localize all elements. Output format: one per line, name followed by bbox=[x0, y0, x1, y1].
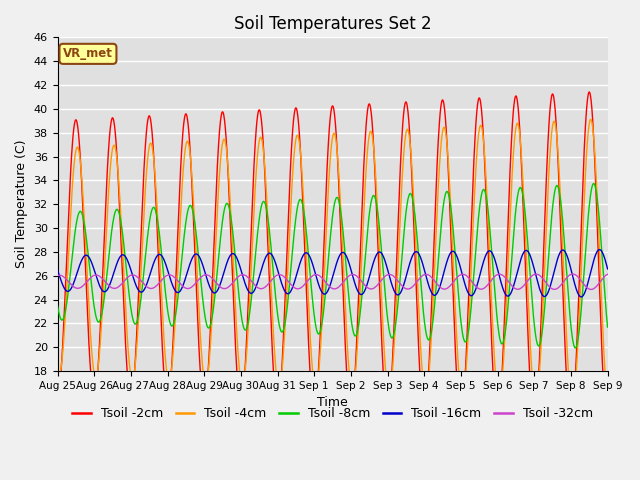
Tsoil -8cm bbox=[538, 329, 546, 335]
Tsoil -32cm bbox=[604, 272, 611, 277]
Title: Soil Temperatures Set 2: Soil Temperatures Set 2 bbox=[234, 15, 431, 33]
Tsoil -2cm bbox=[604, 422, 611, 428]
Tsoil -32cm bbox=[176, 280, 184, 286]
Line: Tsoil -8cm: Tsoil -8cm bbox=[58, 183, 607, 348]
Tsoil -32cm bbox=[490, 275, 497, 280]
Tsoil -32cm bbox=[569, 271, 577, 277]
Tsoil -16cm bbox=[604, 266, 611, 272]
Y-axis label: Soil Temperature (C): Soil Temperature (C) bbox=[15, 140, 28, 268]
Tsoil -2cm bbox=[54, 392, 61, 398]
Tsoil -4cm bbox=[538, 320, 546, 326]
Tsoil -8cm bbox=[490, 275, 497, 280]
Tsoil -8cm bbox=[237, 313, 245, 319]
Tsoil -4cm bbox=[163, 367, 170, 372]
Tsoil -4cm bbox=[176, 225, 184, 230]
Tsoil -2cm bbox=[176, 181, 184, 187]
Tsoil -8cm bbox=[163, 299, 170, 304]
Tsoil -2cm bbox=[237, 401, 245, 407]
Tsoil -2cm bbox=[586, 89, 593, 95]
Tsoil -32cm bbox=[237, 272, 245, 278]
Tsoil -32cm bbox=[538, 275, 546, 281]
Tsoil -16cm bbox=[163, 264, 170, 269]
Tsoil -8cm bbox=[572, 345, 579, 351]
Tsoil -4cm bbox=[54, 368, 61, 374]
Tsoil -4cm bbox=[604, 397, 611, 403]
Tsoil -16cm bbox=[176, 288, 184, 294]
Tsoil -16cm bbox=[577, 294, 585, 300]
Tsoil -16cm bbox=[538, 292, 546, 298]
Tsoil -4cm bbox=[568, 400, 576, 406]
Line: Tsoil -16cm: Tsoil -16cm bbox=[58, 250, 607, 297]
Tsoil -2cm bbox=[490, 381, 497, 387]
Text: VR_met: VR_met bbox=[63, 48, 113, 60]
Tsoil -4cm bbox=[490, 342, 497, 348]
Tsoil -8cm bbox=[176, 276, 184, 282]
Tsoil -16cm bbox=[54, 267, 61, 273]
Line: Tsoil -4cm: Tsoil -4cm bbox=[58, 120, 607, 403]
Tsoil -16cm bbox=[490, 253, 497, 259]
Tsoil -8cm bbox=[590, 180, 598, 186]
Tsoil -32cm bbox=[54, 273, 61, 278]
Tsoil -8cm bbox=[604, 324, 611, 330]
Tsoil -32cm bbox=[418, 273, 426, 279]
Tsoil -32cm bbox=[588, 287, 595, 292]
Legend: Tsoil -2cm, Tsoil -4cm, Tsoil -8cm, Tsoil -16cm, Tsoil -32cm: Tsoil -2cm, Tsoil -4cm, Tsoil -8cm, Tsoi… bbox=[67, 402, 598, 425]
Tsoil -4cm bbox=[237, 380, 245, 386]
Tsoil -4cm bbox=[587, 117, 595, 122]
X-axis label: Time: Time bbox=[317, 396, 348, 409]
Tsoil -4cm bbox=[418, 363, 426, 369]
Tsoil -32cm bbox=[163, 273, 170, 278]
Tsoil -2cm bbox=[538, 288, 546, 294]
Tsoil -16cm bbox=[237, 268, 245, 274]
Tsoil -16cm bbox=[418, 258, 426, 264]
Line: Tsoil -2cm: Tsoil -2cm bbox=[58, 92, 607, 425]
Tsoil -2cm bbox=[418, 398, 426, 404]
Line: Tsoil -32cm: Tsoil -32cm bbox=[58, 274, 607, 289]
Tsoil -2cm bbox=[163, 396, 170, 401]
Tsoil -8cm bbox=[418, 292, 426, 298]
Tsoil -8cm bbox=[54, 302, 61, 308]
Tsoil -16cm bbox=[596, 247, 604, 252]
